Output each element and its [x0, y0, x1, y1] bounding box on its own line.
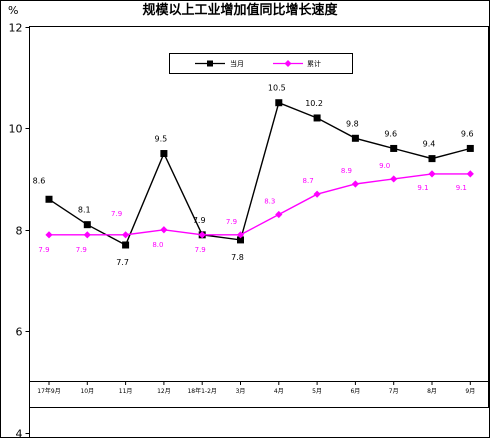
monthly-data-label: 9.5: [155, 135, 168, 144]
x-tick-label: 5月: [312, 388, 322, 395]
x-axis: 17年9月 10月 11月 12月 18年1-2月 3月 4月 5月 6月 7月 8月 9月: [37, 381, 475, 395]
monthly-point: [122, 241, 130, 249]
monthly-point: [351, 134, 359, 142]
monthly-data-label: 7.8: [231, 253, 244, 262]
monthly-data-label: 7.7: [116, 258, 129, 267]
x-tick-label: 11月: [119, 388, 133, 395]
cumulative-point: [390, 175, 398, 183]
y-axis: 4 6 8 10 12: [9, 22, 30, 438]
x-tick-label: 4月: [274, 388, 284, 395]
legend-label-monthly: 当月: [230, 59, 244, 68]
cumulative-data-label: 8.0: [152, 241, 163, 249]
monthly-data-label: 9.8: [346, 119, 359, 128]
x-tick-label: 17年9月: [37, 387, 60, 395]
monthly-point: [428, 155, 436, 163]
monthly-data-label: 10.5: [268, 84, 286, 93]
monthly-point: [390, 144, 398, 152]
cumulative-point: [236, 231, 245, 239]
x-tick-label: 8月: [427, 388, 437, 395]
monthly-point: [237, 236, 244, 244]
legend-label-cumulative: 累计: [307, 59, 321, 68]
x-tick-label: 7月: [389, 388, 399, 395]
cumulative-point: [466, 170, 474, 178]
monthly-data-label: 8.1: [78, 206, 91, 215]
monthly-data-label: 9.6: [384, 129, 397, 138]
cumulative-data-label: 9.1: [456, 184, 467, 192]
cumulative-data-label: 8.7: [303, 177, 314, 185]
cumulative-point: [313, 190, 321, 198]
cumulative-data-label: 7.9: [38, 246, 49, 254]
x-tick-label: 12月: [157, 388, 171, 395]
plot-area: [29, 26, 489, 382]
y-tick-label: 4: [16, 428, 23, 438]
legend-box: [169, 53, 353, 74]
x-tick-label: 18年1-2月: [187, 387, 216, 395]
series-line-cumulative: [49, 173, 471, 236]
cumulative-data-label: 7.9: [76, 246, 87, 254]
monthly-data-label: 8.6: [33, 176, 46, 185]
monthly-point: [313, 114, 321, 122]
cumulative-point: [160, 226, 168, 234]
y-tick-label: 12: [9, 22, 23, 35]
cumulative-point: [428, 170, 436, 178]
cumulative-point: [122, 231, 130, 239]
series-line-monthly: [48, 101, 471, 246]
cumulative-data-label: 9.1: [417, 184, 428, 192]
cumulative-data-label: 8.3: [264, 198, 275, 206]
chart-title: 规模以上工业增加值同比增长速度: [142, 2, 338, 18]
x-tick-label: 10月: [80, 388, 94, 395]
y-tick-label: 6: [16, 326, 23, 339]
monthly-data-label: 10.2: [305, 99, 323, 108]
monthly-data-label: 7.9: [193, 216, 206, 225]
cumulative-data-label: 7.9: [226, 218, 237, 226]
cumulative-data-label: 7.9: [111, 210, 122, 218]
y-tick-label: 8: [16, 225, 23, 238]
cumulative-data-label: 9.0: [379, 162, 390, 170]
category-axis-strip: [29, 381, 489, 408]
x-tick-label: 6月: [350, 388, 360, 395]
x-tick-label: 9月: [465, 388, 475, 395]
monthly-point: [160, 150, 168, 158]
monthly-point: [466, 144, 474, 152]
cumulative-point: [83, 231, 91, 239]
monthly-point: [83, 221, 91, 229]
cumulative-point: [275, 210, 283, 219]
legend-marker-monthly: [207, 60, 213, 67]
y-tick-label: 10: [9, 123, 23, 136]
legend: 当月 累计: [169, 53, 353, 74]
x-tick-label: 3月: [236, 388, 246, 395]
monthly-data-label: 9.6: [461, 129, 474, 138]
cumulative-point: [198, 231, 206, 239]
cumulative-data-label: 7.9: [195, 246, 206, 254]
cumulative-point: [351, 180, 359, 188]
monthly-point: [45, 195, 53, 203]
cumulative-data-label: 8.9: [341, 167, 352, 175]
series-layer: 8.6 8.1 7.7 9.5 7.9 7.8 10.5 10.2 9.8 9.6 9.4 9.6 7.…: [33, 84, 474, 267]
monthly-data-label: 9.4: [423, 140, 436, 149]
legend-marker-cumulative: [284, 60, 292, 67]
monthly-point: [275, 99, 283, 107]
cumulative-point: [45, 231, 53, 239]
y-axis-label: %: [8, 4, 18, 17]
